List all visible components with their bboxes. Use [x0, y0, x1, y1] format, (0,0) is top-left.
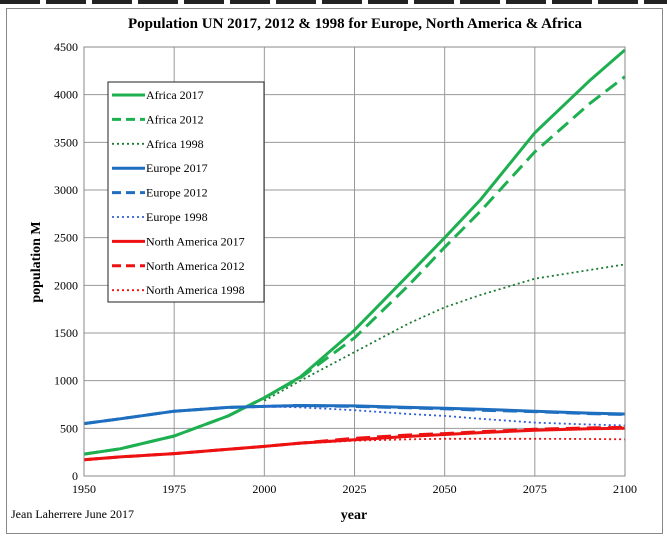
x-tick-label: 2050 [433, 482, 457, 496]
y-tick-label: 3500 [54, 135, 78, 149]
x-axis-label: year [341, 508, 367, 523]
y-tick-label: 2500 [54, 231, 78, 245]
y-tick-label: 1500 [54, 326, 78, 340]
cropped-text-strip [0, 0, 667, 4]
series-line-north-america-2012 [83, 425, 626, 462]
series-line-north-america-1998 [264, 437, 626, 448]
plot-area [83, 46, 626, 477]
chart-title: Population UN 2017, 2012 & 1998 for Euro… [128, 16, 582, 32]
y-axis-label: population M [29, 221, 44, 302]
series-line-africa-2012 [83, 75, 626, 456]
credit: Jean Laherrere June 2017 [11, 507, 134, 521]
y-tick-label: 4000 [54, 88, 78, 102]
legend-label: Europe 2012 [146, 186, 208, 200]
x-tick-label: 1950 [72, 482, 96, 496]
series-line-africa-1998 [263, 263, 626, 402]
legend: Africa 2017 Africa 2012 Africa 1998 Europe … [107, 81, 265, 303]
legend-label: Africa 1998 [146, 137, 204, 151]
x-tick-label: 2075 [523, 482, 547, 496]
x-tick-label: 2000 [252, 482, 276, 496]
legend-label: Africa 2012 [146, 112, 204, 126]
y-tick-label: 3000 [54, 183, 78, 197]
series-line-europe-1998 [264, 405, 626, 427]
y-tick-label: 1000 [54, 374, 78, 388]
legend-label: North America 2012 [146, 259, 245, 273]
legend-label: Africa 2017 [146, 88, 204, 102]
legend-label: Europe 2017 [146, 161, 208, 175]
legend-label: North America 2017 [146, 234, 245, 248]
series-line-europe-2012 [83, 404, 626, 426]
legend-label: Europe 1998 [146, 210, 208, 224]
legend-label: North America 1998 [146, 283, 245, 297]
y-tick-label: 4500 [54, 40, 78, 54]
y-tick-label: 2000 [54, 278, 78, 292]
y-tick-label: 500 [60, 421, 78, 435]
x-tick-label: 2100 [613, 482, 637, 496]
x-tick-label: 1975 [162, 482, 186, 496]
y-tick-label: 0 [72, 469, 78, 483]
x-tick-label: 2025 [343, 482, 367, 496]
